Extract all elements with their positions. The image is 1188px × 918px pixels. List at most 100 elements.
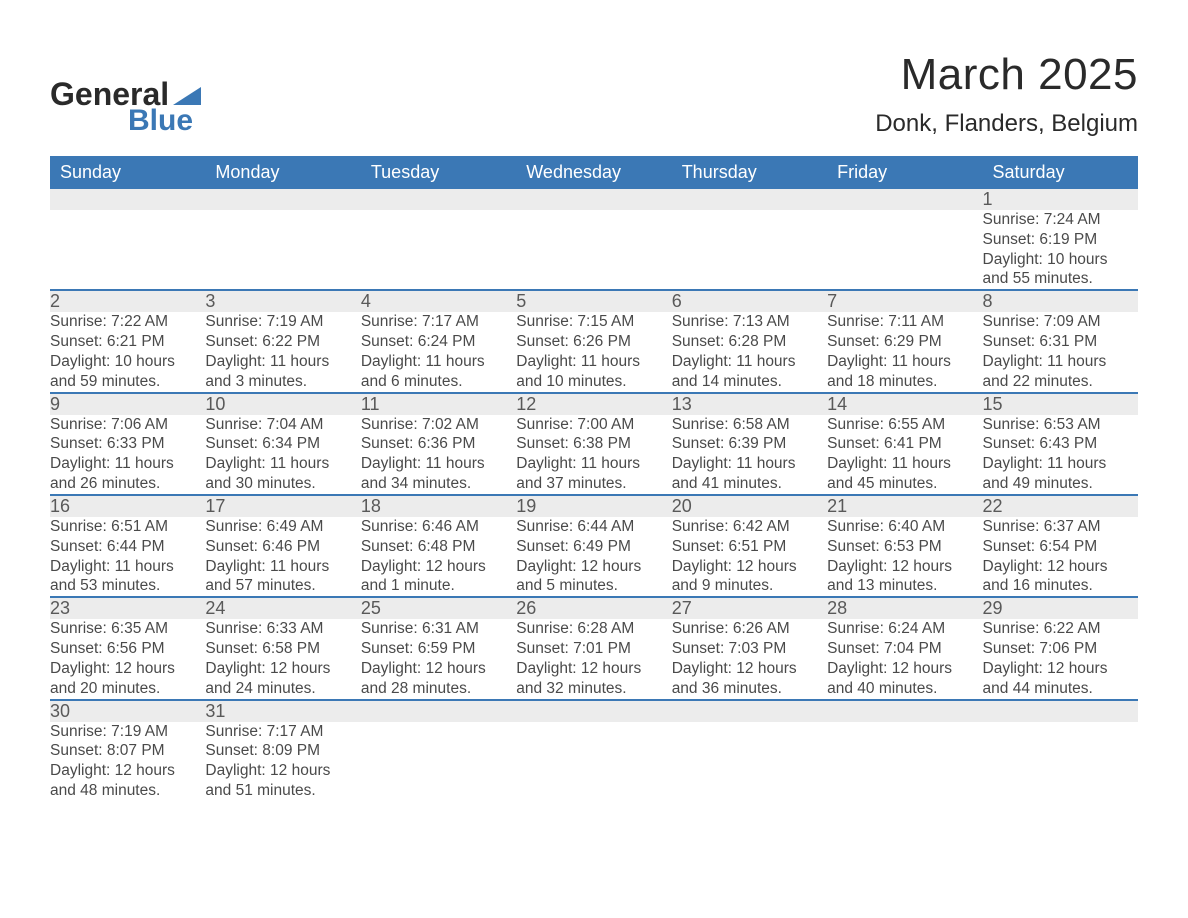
day-number-cell [827,189,982,210]
day-number: 24 [205,598,225,618]
day-number-cell [361,189,516,210]
day-number-cell: 5 [516,290,671,312]
sunrise-text: Sunrise: 6:53 AM [983,415,1138,435]
daylight-text-2: and 51 minutes. [205,781,360,801]
sunset-text: Sunset: 6:38 PM [516,434,671,454]
sunrise-text: Sunrise: 7:11 AM [827,312,982,332]
day-number-cell: 19 [516,495,671,517]
day-number: 20 [672,496,692,516]
day-detail-cell: Sunrise: 7:19 AMSunset: 8:07 PMDaylight:… [50,722,205,801]
day-detail-cell: Sunrise: 6:37 AMSunset: 6:54 PMDaylight:… [983,517,1138,597]
day-number-row: 1 [50,189,1138,210]
daylight-text-2: and 9 minutes. [672,576,827,596]
day-number-cell: 8 [983,290,1138,312]
day-detail-cell: Sunrise: 6:28 AMSunset: 7:01 PMDaylight:… [516,619,671,699]
brand-triangle-icon [173,83,201,105]
weekday-header: Thursday [672,156,827,189]
day-number: 7 [827,291,837,311]
day-number-cell [672,189,827,210]
day-number: 15 [983,394,1003,414]
day-detail-cell: Sunrise: 6:46 AMSunset: 6:48 PMDaylight:… [361,517,516,597]
day-number: 3 [205,291,215,311]
sunset-text: Sunset: 7:03 PM [672,639,827,659]
daylight-text-2: and 18 minutes. [827,372,982,392]
sunrise-text: Sunrise: 6:28 AM [516,619,671,639]
daylight-text-2: and 57 minutes. [205,576,360,596]
weekday-header: Monday [205,156,360,189]
daylight-text-1: Daylight: 12 hours [361,659,516,679]
daylight-text-2: and 41 minutes. [672,474,827,494]
day-detail-cell: Sunrise: 7:06 AMSunset: 6:33 PMDaylight:… [50,415,205,495]
daylight-text-2: and 32 minutes. [516,679,671,699]
calendar-table: Sunday Monday Tuesday Wednesday Thursday… [50,156,1138,801]
daylight-text-1: Daylight: 11 hours [50,557,205,577]
daylight-text-2: and 20 minutes. [50,679,205,699]
day-detail-cell: Sunrise: 6:53 AMSunset: 6:43 PMDaylight:… [983,415,1138,495]
day-number-cell: 3 [205,290,360,312]
sunset-text: Sunset: 6:49 PM [516,537,671,557]
day-detail-cell: Sunrise: 6:51 AMSunset: 6:44 PMDaylight:… [50,517,205,597]
daylight-text-2: and 26 minutes. [50,474,205,494]
day-detail-cell: Sunrise: 6:22 AMSunset: 7:06 PMDaylight:… [983,619,1138,699]
sunset-text: Sunset: 6:56 PM [50,639,205,659]
day-number-cell: 27 [672,597,827,619]
sunset-text: Sunset: 6:29 PM [827,332,982,352]
day-number: 16 [50,496,70,516]
day-detail-cell: Sunrise: 6:58 AMSunset: 6:39 PMDaylight:… [672,415,827,495]
day-number: 5 [516,291,526,311]
sunrise-text: Sunrise: 7:04 AM [205,415,360,435]
daylight-text-1: Daylight: 10 hours [50,352,205,372]
day-detail-row: Sunrise: 7:06 AMSunset: 6:33 PMDaylight:… [50,415,1138,495]
day-detail-cell: Sunrise: 7:00 AMSunset: 6:38 PMDaylight:… [516,415,671,495]
sunset-text: Sunset: 6:19 PM [983,230,1138,250]
daylight-text-1: Daylight: 11 hours [361,352,516,372]
day-number-cell: 20 [672,495,827,517]
sunrise-text: Sunrise: 6:22 AM [983,619,1138,639]
sunrise-text: Sunrise: 7:17 AM [205,722,360,742]
day-number-row: 23242526272829 [50,597,1138,619]
day-number: 18 [361,496,381,516]
day-detail-cell: Sunrise: 6:49 AMSunset: 6:46 PMDaylight:… [205,517,360,597]
day-detail-cell [361,210,516,290]
day-detail-cell: Sunrise: 7:19 AMSunset: 6:22 PMDaylight:… [205,312,360,392]
day-detail-cell: Sunrise: 7:09 AMSunset: 6:31 PMDaylight:… [983,312,1138,392]
day-number: 2 [50,291,60,311]
daylight-text-1: Daylight: 12 hours [672,659,827,679]
day-number: 10 [205,394,225,414]
sunset-text: Sunset: 6:34 PM [205,434,360,454]
daylight-text-2: and 6 minutes. [361,372,516,392]
day-number: 6 [672,291,682,311]
day-number-cell: 13 [672,393,827,415]
sunrise-text: Sunrise: 6:31 AM [361,619,516,639]
sunset-text: Sunset: 6:53 PM [827,537,982,557]
day-number-cell: 1 [983,189,1138,210]
day-number-cell: 17 [205,495,360,517]
daylight-text-2: and 30 minutes. [205,474,360,494]
day-number: 28 [827,598,847,618]
day-detail-row: Sunrise: 7:22 AMSunset: 6:21 PMDaylight:… [50,312,1138,392]
daylight-text-1: Daylight: 12 hours [50,659,205,679]
daylight-text-1: Daylight: 11 hours [205,557,360,577]
day-detail-cell: Sunrise: 7:17 AMSunset: 8:09 PMDaylight:… [205,722,360,801]
day-detail-cell: Sunrise: 6:26 AMSunset: 7:03 PMDaylight:… [672,619,827,699]
sunrise-text: Sunrise: 7:02 AM [361,415,516,435]
day-number: 27 [672,598,692,618]
sunset-text: Sunset: 6:39 PM [672,434,827,454]
brand-logo: General Blue [50,78,201,136]
day-number-cell: 9 [50,393,205,415]
day-number: 19 [516,496,536,516]
day-number-cell: 10 [205,393,360,415]
sunrise-text: Sunrise: 7:24 AM [983,210,1138,230]
sunset-text: Sunset: 6:44 PM [50,537,205,557]
sunset-text: Sunset: 6:24 PM [361,332,516,352]
day-number-cell: 30 [50,700,205,722]
daylight-text-2: and 5 minutes. [516,576,671,596]
day-number: 4 [361,291,371,311]
daylight-text-1: Daylight: 11 hours [827,352,982,372]
day-number-cell [205,189,360,210]
day-detail-row: Sunrise: 6:35 AMSunset: 6:56 PMDaylight:… [50,619,1138,699]
sunset-text: Sunset: 6:28 PM [672,332,827,352]
sunset-text: Sunset: 6:33 PM [50,434,205,454]
daylight-text-2: and 48 minutes. [50,781,205,801]
daylight-text-2: and 3 minutes. [205,372,360,392]
